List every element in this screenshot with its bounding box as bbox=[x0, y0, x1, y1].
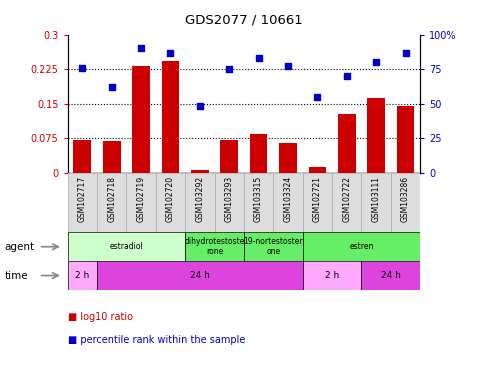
Point bbox=[78, 65, 86, 71]
Bar bbox=[303, 232, 420, 261]
Text: GDS2077 / 10661: GDS2077 / 10661 bbox=[185, 14, 303, 27]
Point bbox=[196, 103, 204, 109]
Bar bbox=[244, 232, 303, 261]
Bar bbox=[68, 261, 97, 290]
Point bbox=[313, 94, 321, 100]
Point bbox=[255, 55, 262, 61]
Bar bbox=[127, 173, 156, 232]
Text: GSM103315: GSM103315 bbox=[254, 176, 263, 222]
Bar bbox=[309, 167, 326, 173]
Text: GSM102719: GSM102719 bbox=[137, 176, 145, 222]
Text: 24 h: 24 h bbox=[381, 271, 401, 280]
Bar bbox=[156, 173, 185, 232]
Bar bbox=[361, 261, 420, 290]
Bar bbox=[191, 170, 209, 173]
Bar bbox=[303, 173, 332, 232]
Bar bbox=[73, 140, 91, 173]
Bar bbox=[132, 66, 150, 173]
Point bbox=[167, 50, 174, 56]
Bar bbox=[162, 61, 179, 173]
Bar bbox=[338, 114, 355, 173]
Bar bbox=[97, 261, 303, 290]
Point bbox=[372, 59, 380, 65]
Bar bbox=[279, 143, 297, 173]
Text: time: time bbox=[5, 270, 28, 281]
Bar bbox=[68, 232, 185, 261]
Point bbox=[402, 50, 410, 56]
Bar bbox=[185, 173, 214, 232]
Text: GSM103293: GSM103293 bbox=[225, 176, 234, 222]
Text: ■ percentile rank within the sample: ■ percentile rank within the sample bbox=[68, 335, 245, 345]
Text: agent: agent bbox=[5, 242, 35, 252]
Bar bbox=[250, 134, 268, 173]
Text: ■ log10 ratio: ■ log10 ratio bbox=[68, 312, 133, 322]
Bar bbox=[68, 173, 97, 232]
Text: 2 h: 2 h bbox=[75, 271, 89, 280]
Point bbox=[226, 66, 233, 72]
Bar bbox=[214, 173, 244, 232]
Bar bbox=[361, 173, 391, 232]
Text: 24 h: 24 h bbox=[190, 271, 210, 280]
Text: GSM103111: GSM103111 bbox=[371, 176, 381, 222]
Text: GSM103292: GSM103292 bbox=[195, 176, 204, 222]
Point bbox=[284, 63, 292, 70]
Bar bbox=[397, 106, 414, 173]
Bar bbox=[103, 141, 120, 173]
Text: GSM102717: GSM102717 bbox=[78, 176, 87, 222]
Text: 2 h: 2 h bbox=[325, 271, 339, 280]
Bar bbox=[220, 140, 238, 173]
Point bbox=[108, 84, 115, 90]
Point bbox=[343, 73, 351, 79]
Bar bbox=[185, 232, 244, 261]
Text: dihydrotestoste
rone: dihydrotestoste rone bbox=[185, 237, 245, 257]
Text: GSM102721: GSM102721 bbox=[313, 176, 322, 222]
Bar bbox=[273, 173, 303, 232]
Bar bbox=[303, 261, 361, 290]
Text: 19-nortestoster
one: 19-nortestoster one bbox=[243, 237, 303, 257]
Point bbox=[137, 45, 145, 51]
Bar bbox=[367, 98, 385, 173]
Text: GSM102718: GSM102718 bbox=[107, 176, 116, 222]
Bar bbox=[244, 173, 273, 232]
Text: GSM102722: GSM102722 bbox=[342, 176, 351, 222]
Text: estradiol: estradiol bbox=[110, 242, 143, 251]
Bar bbox=[97, 173, 127, 232]
Bar bbox=[332, 173, 361, 232]
Text: GSM103286: GSM103286 bbox=[401, 176, 410, 222]
Bar bbox=[391, 173, 420, 232]
Text: estren: estren bbox=[349, 242, 374, 251]
Text: GSM103324: GSM103324 bbox=[284, 176, 293, 222]
Text: GSM102720: GSM102720 bbox=[166, 176, 175, 222]
